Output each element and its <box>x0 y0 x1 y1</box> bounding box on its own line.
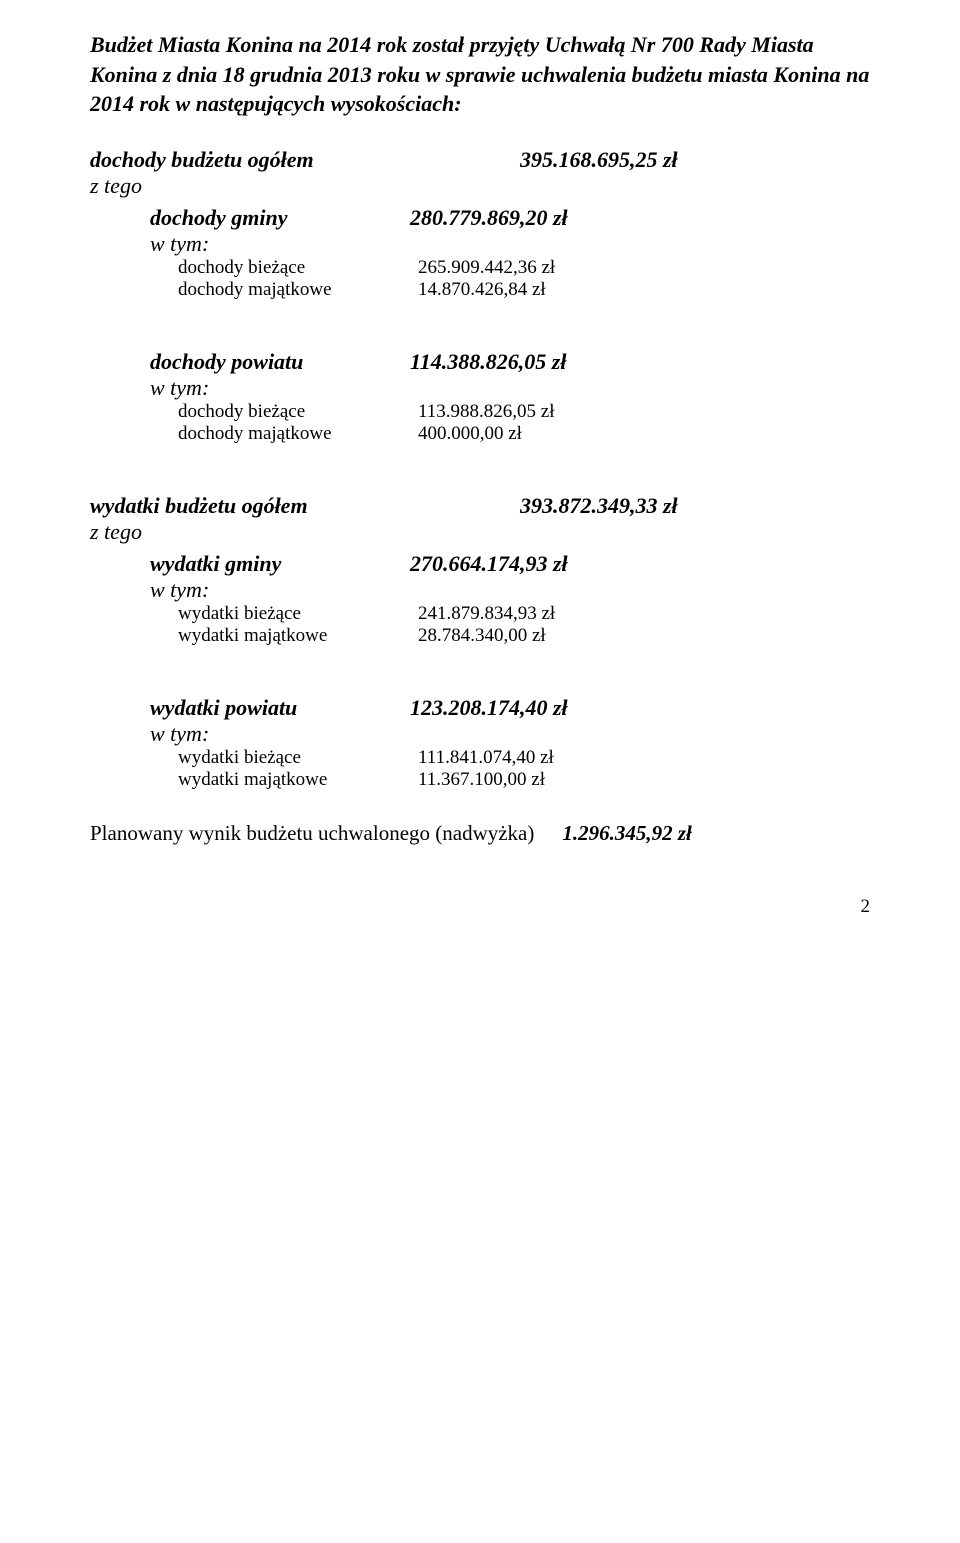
page-number: 2 <box>90 896 870 918</box>
intro-paragraph: Budżet Miasta Konina na 2014 rok został … <box>90 30 870 119</box>
income-powiat-biezace-label: dochody bieżące <box>178 401 418 423</box>
expenses-powiat-biezace-value: 111.841.074,40 zł <box>418 747 554 769</box>
income-gmina-majatkowe-label: dochody majątkowe <box>178 279 418 301</box>
expenses-gmina-majatkowe-label: wydatki majątkowe <box>178 625 418 647</box>
income-total-label: dochody budżetu ogółem <box>90 147 520 173</box>
expenses-powiat-value: 123.208.174,40 zł <box>410 695 568 721</box>
income-gmina-label: dochody gminy <box>150 205 410 231</box>
expenses-gmina-label: wydatki gminy <box>150 551 410 577</box>
income-gmina-biezace-value: 265.909.442,36 zł <box>418 257 555 279</box>
income-gmina-value: 280.779.869,20 zł <box>410 205 568 231</box>
income-powiat-label: dochody powiatu <box>150 349 410 375</box>
expenses-powiat-majatkowe-label: wydatki majątkowe <box>178 769 418 791</box>
income-powiat-majatkowe-label: dochody majątkowe <box>178 423 418 445</box>
income-total-value: 395.168.695,25 zł <box>520 147 678 173</box>
expenses-powiat-label: wydatki powiatu <box>150 695 410 721</box>
expenses-powiat-majatkowe-value: 11.367.100,00 zł <box>418 769 545 791</box>
expenses-gmina-majatkowe-value: 28.784.340,00 zł <box>418 625 546 647</box>
expenses-gmina-biezace-label: wydatki bieżące <box>178 603 418 625</box>
expenses-total-label: wydatki budżetu ogółem <box>90 493 520 519</box>
expenses-powiat-biezace-label: wydatki bieżące <box>178 747 418 769</box>
expenses-gmina-biezace-value: 241.879.834,93 zł <box>418 603 555 625</box>
income-powiat-biezace-value: 113.988.826,05 zł <box>418 401 555 423</box>
result-label: Planowany wynik budżetu uchwalonego (nad… <box>90 821 534 846</box>
result-value: 1.296.345,92 zł <box>562 821 692 846</box>
income-ztego: z tego <box>90 173 142 199</box>
income-gmina-wtym: w tym: <box>150 231 209 257</box>
income-powiat-wtym: w tym: <box>150 375 209 401</box>
income-powiat-majatkowe-value: 400.000,00 zł <box>418 423 522 445</box>
expenses-powiat-wtym: w tym: <box>150 721 209 747</box>
income-gmina-majatkowe-value: 14.870.426,84 zł <box>418 279 546 301</box>
expenses-gmina-value: 270.664.174,93 zł <box>410 551 568 577</box>
expenses-total-value: 393.872.349,33 zł <box>520 493 678 519</box>
expenses-ztego: z tego <box>90 519 142 545</box>
income-powiat-value: 114.388.826,05 zł <box>410 349 566 375</box>
expenses-gmina-wtym: w tym: <box>150 577 209 603</box>
income-gmina-biezace-label: dochody bieżące <box>178 257 418 279</box>
